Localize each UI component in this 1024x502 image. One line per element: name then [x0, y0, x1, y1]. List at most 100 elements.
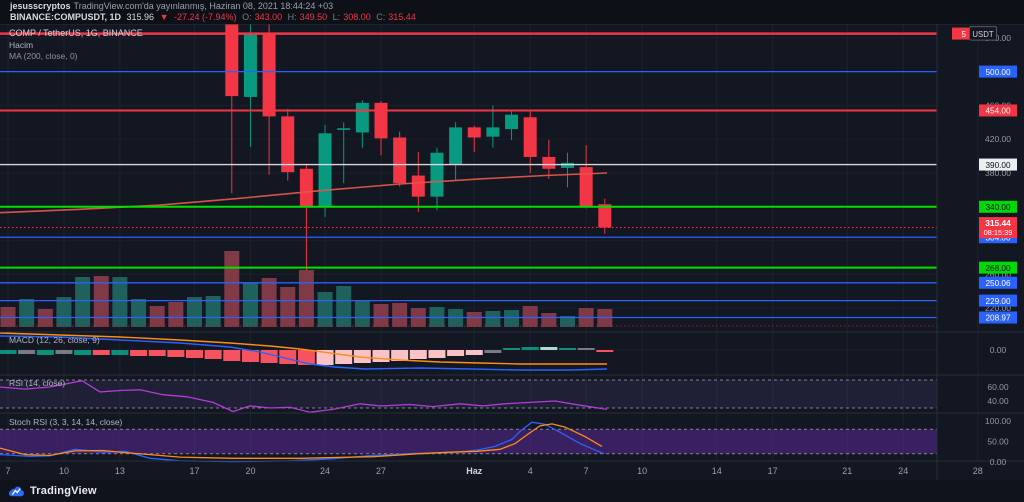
tradingview-logo-icon[interactable]	[8, 485, 25, 498]
macd-histogram-bar	[36, 350, 54, 355]
rsi-axis-tick: 40.00	[987, 396, 1009, 406]
price-change: -27.24 (-7.94%)	[174, 12, 237, 22]
high-value: 349.50	[299, 12, 328, 22]
volume-bar	[93, 276, 109, 327]
close-value: 315.44	[388, 12, 416, 22]
macd-histogram-bar	[279, 350, 297, 364]
macd-histogram-bar	[316, 350, 334, 365]
price-level-label-text: 268.00	[985, 264, 1010, 273]
price-level-label	[979, 294, 1017, 307]
macd-histogram-bar	[74, 350, 92, 355]
volume-bar	[149, 306, 165, 327]
clipped-price-label	[952, 27, 969, 40]
macd-histogram-bar	[186, 350, 203, 358]
macd-axis-tick: 0.00	[990, 345, 1007, 355]
volume-bar	[298, 270, 314, 327]
time-axis-label: 17	[768, 466, 778, 476]
macd-histogram-bar	[521, 347, 539, 350]
stoch-axis-tick: 50.00	[987, 437, 1009, 447]
direction-down-icon: ▼	[159, 12, 169, 22]
volume-bar	[522, 306, 538, 327]
time-axis-label: 10	[637, 466, 647, 476]
volume-bar	[168, 302, 184, 327]
volume-bar	[354, 300, 370, 327]
volume-bar	[504, 310, 520, 327]
last-price: 315.96	[126, 12, 155, 22]
low-value: 308.00	[343, 12, 371, 22]
macd-histogram-bar	[297, 350, 315, 365]
macd-histogram-bar	[372, 350, 390, 362]
price-axis-tick: 420.00	[985, 134, 1011, 144]
time-axis-label: Haz	[466, 466, 483, 476]
stoch-axis-tick: 0.00	[990, 457, 1007, 467]
volume-bar	[56, 297, 72, 327]
open-label: O:	[242, 12, 252, 22]
macd-histogram-bar	[92, 350, 110, 355]
symbol-name: BINANCE:COMPUSDT, 1D	[10, 12, 122, 22]
time-axis-label: 13	[115, 466, 125, 476]
candle-body	[393, 137, 407, 184]
axis-unit-text: USDT	[972, 30, 993, 39]
high-label: H:	[287, 12, 297, 22]
macd-histogram-bar	[391, 350, 409, 361]
volume-bar	[317, 292, 333, 327]
price-level-label	[979, 200, 1017, 213]
volume-bar	[466, 312, 482, 327]
volume-bar	[560, 316, 575, 327]
macd-histogram-bar	[428, 350, 446, 358]
macd-histogram-bar	[503, 348, 521, 350]
price-level-label-text: 229.00	[985, 297, 1010, 306]
tradingview-brand-text[interactable]: TradingView	[30, 485, 97, 497]
macd-histogram-bar	[409, 350, 427, 359]
symbol-info-bar: BINANCE:COMPUSDT, 1D 315.96 ▼ -27.24 (-7…	[10, 12, 419, 23]
candle-body	[337, 128, 351, 130]
price-level-label-text: 208.97	[985, 314, 1010, 323]
macd-histogram-bar	[130, 350, 148, 356]
macd-histogram-bar	[465, 350, 483, 355]
low-label: L:	[332, 12, 341, 22]
macd-histogram-bar	[559, 348, 576, 350]
price-axis-tick: 540.00	[985, 33, 1011, 43]
price-level-label-text: 340.00	[985, 203, 1010, 212]
macd-line	[0, 335, 608, 371]
time-axis-label: 17	[189, 466, 199, 476]
candle-body	[486, 127, 500, 137]
macd-histogram-bar	[596, 350, 614, 352]
volume-bar	[261, 278, 277, 327]
open-value: 343.00	[254, 12, 283, 22]
macd-histogram-bar	[577, 348, 595, 350]
candle-body	[374, 102, 388, 139]
snapshot-header: jesusscryptos TradingView.com'da yayınlan…	[0, 0, 1024, 24]
chart-canvas[interactable]: 7101317202427Haz47101417212428540.00460.…	[0, 24, 1024, 480]
volume-bar	[242, 283, 258, 327]
time-axis-label: 4	[528, 466, 533, 476]
price-axis-tick: 220.00	[985, 303, 1011, 313]
candle-body	[299, 168, 313, 207]
close-label: C:	[376, 12, 386, 22]
volume-bar	[336, 286, 352, 327]
rsi-line	[0, 380, 608, 413]
price-level-label	[979, 276, 1017, 289]
volume-bar	[541, 313, 557, 327]
candle-body	[449, 127, 463, 165]
volume-bar	[224, 251, 240, 327]
axis-unit-box[interactable]	[969, 26, 997, 41]
last-price-value: 315.44	[985, 218, 1011, 228]
volume-bar	[485, 311, 501, 327]
candle-body	[561, 162, 574, 168]
macd-histogram-bar	[223, 350, 241, 361]
macd-histogram-bar	[167, 350, 185, 357]
time-axis-label: 21	[842, 466, 852, 476]
price-axis-tick: 380.00	[985, 168, 1011, 178]
tradingview-footer: TradingView	[0, 480, 1024, 502]
publish-text: TradingView.com'da yayınlanmış, Haziran …	[73, 1, 334, 11]
price-level-label-text: 500.00	[985, 68, 1010, 77]
last-price-label	[979, 217, 1017, 239]
macd-histogram-bar	[111, 350, 129, 355]
candle-body	[598, 204, 612, 228]
username: jesusscryptos	[10, 1, 71, 11]
price-level-label	[979, 158, 1017, 171]
candle-body	[225, 24, 239, 97]
price-level-label	[979, 311, 1017, 324]
